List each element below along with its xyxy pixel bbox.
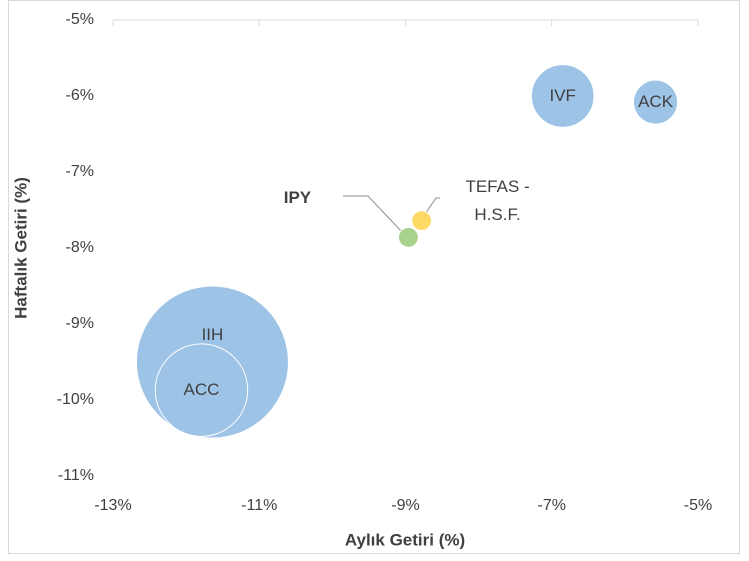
y-tick-label: -10% <box>57 391 94 408</box>
y-tick-label: -5% <box>66 11 94 28</box>
bubble <box>530 64 595 128</box>
y-axis-title: Haftalık Getiri (%) <box>11 177 30 319</box>
bubble <box>398 226 419 248</box>
x-tick-label: -11% <box>241 497 277 514</box>
y-tick-label: -9% <box>66 315 94 332</box>
bubble <box>154 343 249 437</box>
bubble <box>633 79 679 125</box>
leader-line <box>424 197 440 215</box>
data-label: TEFAS - H.S.F. <box>465 176 530 224</box>
x-tick-label: -9% <box>391 497 419 514</box>
y-tick-label: -8% <box>66 239 94 256</box>
y-tick-label: -6% <box>66 87 94 104</box>
leader-line <box>343 195 403 233</box>
data-label: IIH <box>201 325 224 344</box>
x-axis-title: Aylık Getiri (%) <box>345 530 465 549</box>
y-tick-label: -7% <box>66 163 94 180</box>
x-tick-label: -5% <box>684 497 712 514</box>
data-label: IVF <box>549 86 576 105</box>
data-label: ACK <box>638 92 674 112</box>
x-tick-label: -7% <box>538 497 566 514</box>
chart-border <box>8 0 740 554</box>
x-tick-label: -13% <box>94 497 131 514</box>
data-label: ACC <box>183 380 220 400</box>
data-label: IPY <box>283 188 312 208</box>
y-tick-label: -11% <box>58 467 94 484</box>
bubble <box>411 210 432 232</box>
